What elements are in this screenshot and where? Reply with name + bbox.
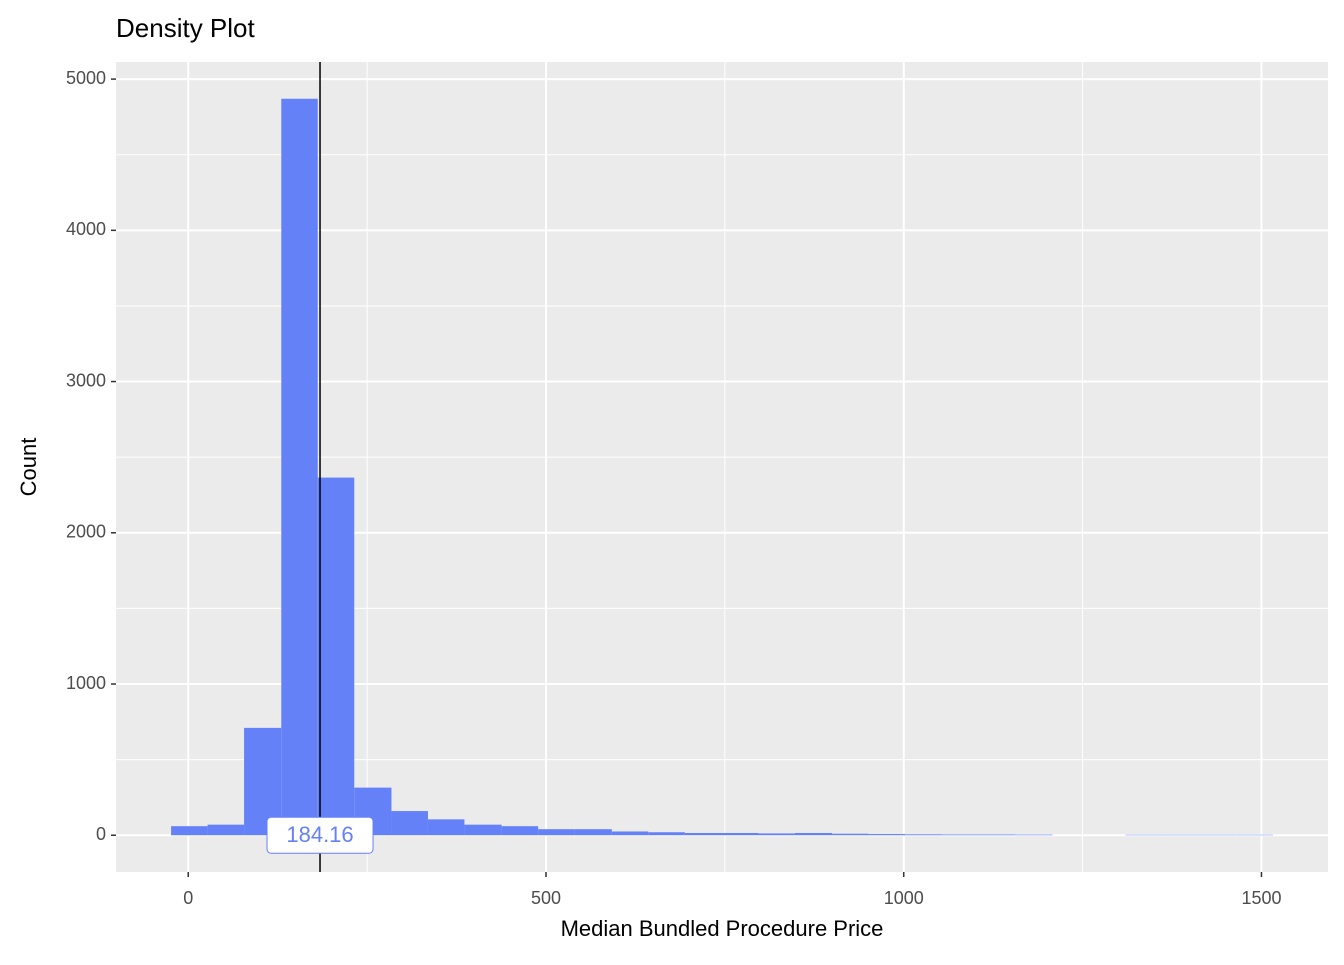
bar — [281, 99, 317, 836]
y-tick-label: 1000 — [66, 673, 106, 693]
y-axis-title: Count — [16, 438, 41, 497]
bar — [502, 826, 538, 835]
bar — [318, 478, 354, 836]
annotation-label: 184.16 — [286, 822, 353, 847]
y-tick-label: 3000 — [66, 370, 106, 390]
bar — [942, 834, 978, 835]
bar — [575, 829, 612, 835]
bar — [979, 834, 1015, 835]
y-tick-label: 4000 — [66, 219, 106, 239]
y-tick-label: 5000 — [66, 68, 106, 88]
bar — [1015, 835, 1052, 836]
y-tick-label: 0 — [96, 824, 106, 844]
x-tick-label: 500 — [531, 888, 561, 908]
chart-title: Density Plot — [116, 13, 255, 43]
bar — [171, 826, 207, 835]
bar — [648, 832, 684, 835]
y-tick-label: 2000 — [66, 522, 106, 542]
bar — [832, 834, 868, 836]
bar — [208, 825, 244, 836]
bar — [722, 833, 758, 835]
bar — [905, 834, 942, 835]
bar — [758, 833, 794, 835]
x-tick-label: 0 — [183, 888, 193, 908]
x-tick-label: 1500 — [1241, 888, 1281, 908]
x-tick-label: 1000 — [884, 888, 924, 908]
bar — [428, 819, 464, 835]
bar — [391, 811, 427, 835]
bar — [869, 834, 905, 835]
bar — [795, 833, 832, 835]
x-axis-title: Median Bundled Procedure Price — [561, 916, 884, 941]
bar — [538, 829, 574, 835]
bar — [685, 833, 722, 835]
bar — [612, 831, 648, 835]
bar — [464, 825, 501, 836]
